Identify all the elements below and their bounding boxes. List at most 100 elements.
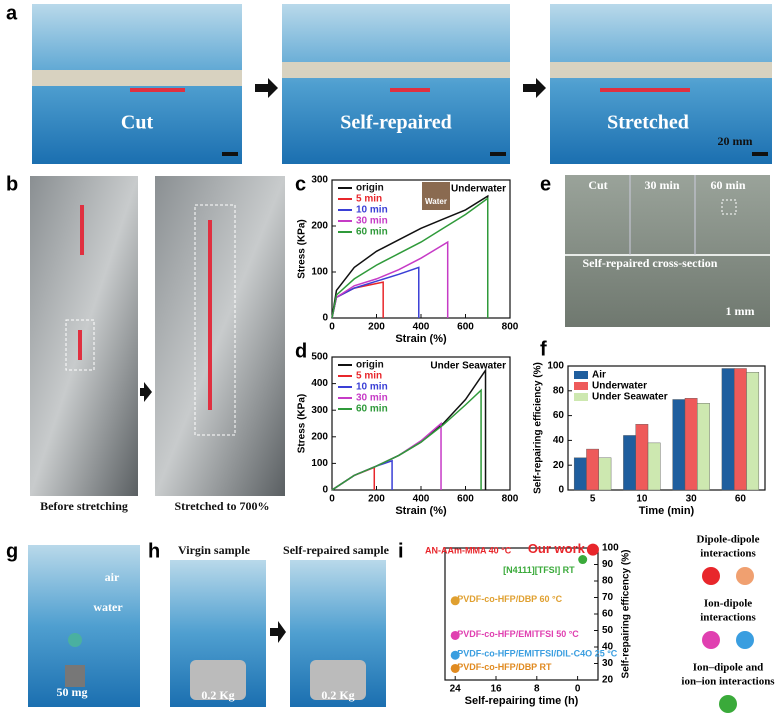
y-tick-label: 0 xyxy=(322,313,328,324)
y-tick-label: 500 xyxy=(311,352,328,363)
photo-label: Cut xyxy=(588,178,607,192)
legend-label: origin xyxy=(356,183,384,194)
line xyxy=(331,240,449,319)
photo-caption: Before stretching xyxy=(40,499,128,513)
photo-label: Cut xyxy=(121,112,154,134)
legend-swatch xyxy=(574,393,588,401)
y-axis-label: Self-repairing efficiency (%) xyxy=(533,362,544,494)
arrow xyxy=(523,78,546,98)
y-tick-label: 40 xyxy=(602,642,614,653)
panel-letter: a xyxy=(6,2,18,24)
point xyxy=(450,596,460,606)
photo-label: 60 min xyxy=(710,178,745,192)
panel-e: Cut 30 min 60 min Self-repaired cross-se… xyxy=(565,175,770,327)
legend-label: 5 min xyxy=(356,371,382,382)
legend-label: 10 min xyxy=(356,382,388,393)
y-tick-label: 300 xyxy=(311,405,328,416)
photo-caption: Virgin sample xyxy=(178,543,251,557)
legend-label: ion–ion interactions xyxy=(681,676,775,688)
panel-letter: i xyxy=(398,540,404,562)
y-axis-label: Self-repairing efficency (%) xyxy=(621,550,632,679)
sample xyxy=(78,330,82,360)
chart-subtitle: Underwater xyxy=(451,184,506,195)
bar xyxy=(598,457,612,491)
y-tick-label: 30 xyxy=(602,658,614,669)
y-tick-label: 20 xyxy=(553,460,565,471)
y-tick-label: 300 xyxy=(311,175,328,186)
x-tick-label: 400 xyxy=(413,494,430,505)
plot-frame xyxy=(567,365,766,491)
x-axis-label: Time (min) xyxy=(639,505,695,517)
bar xyxy=(623,435,636,491)
photo-label: Stretched xyxy=(607,112,689,134)
y-tick-label: 100 xyxy=(602,543,619,554)
y-tick-label: 60 xyxy=(553,410,565,421)
legend-label: 5 min xyxy=(356,194,382,205)
photo-label: air xyxy=(105,570,120,584)
photo-label: Self-repaired cross-section xyxy=(583,256,718,270)
legend-label: interactions xyxy=(700,548,756,560)
point-label: PVDF-co-HFP/EMITFSI 50 °C xyxy=(457,629,579,639)
photo-caption: Stretched to 700% xyxy=(174,499,269,513)
ruler xyxy=(32,70,242,86)
x-tick-label: 0 xyxy=(329,494,335,505)
scale-label: 20 mm xyxy=(718,134,753,148)
x-tick-label: 0 xyxy=(575,684,581,695)
x-tick-label: 800 xyxy=(502,494,519,505)
panel-letter: f xyxy=(540,338,547,360)
inset-photo xyxy=(422,182,450,210)
sample xyxy=(390,88,430,92)
legend-label: 30 min xyxy=(356,393,388,404)
photo-label: water xyxy=(93,600,123,614)
y-tick-label: 80 xyxy=(602,576,614,587)
x-tick-label: 400 xyxy=(413,322,430,333)
photo-label: 30 min xyxy=(644,178,679,192)
sample xyxy=(130,88,185,92)
y-tick-label: 20 xyxy=(602,675,614,686)
bar xyxy=(647,442,661,491)
y-tick-label: 200 xyxy=(311,431,328,442)
y-tick-label: 60 xyxy=(602,609,614,620)
point xyxy=(450,663,460,673)
photo-caption: Self-repaired sample xyxy=(283,543,390,557)
legend-marker xyxy=(736,631,754,649)
legend-label: 30 min xyxy=(356,216,388,227)
y-tick-label: 90 xyxy=(602,559,614,570)
x-tick-label: 8 xyxy=(534,684,540,695)
bar xyxy=(684,398,698,491)
legend-label: Under Seawater xyxy=(592,392,668,403)
photo xyxy=(155,176,285,496)
chart-subtitle: Under Seawater xyxy=(430,361,506,372)
panel-letter: c xyxy=(295,173,306,195)
point-label: [N4111][TFSI] RT xyxy=(503,565,575,575)
point xyxy=(578,555,588,565)
point xyxy=(450,650,460,660)
bar xyxy=(586,448,599,491)
legend-label: Underwater xyxy=(592,381,647,392)
legend-label: interactions xyxy=(700,612,756,624)
x-tick-label: 60 xyxy=(735,494,747,505)
x-axis-label: Strain (%) xyxy=(395,505,447,517)
x-tick-label: 600 xyxy=(457,322,474,333)
scale-bar xyxy=(490,152,506,156)
point-label: PVDF-co-HFP/DBP RT xyxy=(457,662,552,672)
line xyxy=(331,266,420,319)
arrow xyxy=(140,382,152,402)
y-tick-label: 50 xyxy=(602,625,614,636)
y-axis-label: Stress (KPa) xyxy=(297,394,308,453)
legend-label: 60 min xyxy=(356,404,388,415)
legend-label: 60 min xyxy=(356,227,388,238)
weight xyxy=(65,665,85,687)
panel-letter: b xyxy=(6,173,18,195)
x-tick-label: 200 xyxy=(368,494,385,505)
panel-g: air water 50 mg xyxy=(28,545,140,707)
bar xyxy=(697,403,710,491)
scale-bar xyxy=(222,152,238,156)
point-label: PVDF-co-HFP/DBP 60 °C xyxy=(457,594,562,604)
photo xyxy=(282,4,510,164)
x-tick-label: 10 xyxy=(636,494,648,505)
highlight xyxy=(721,199,737,215)
panel-letter: g xyxy=(6,540,18,562)
x-tick-label: 24 xyxy=(450,684,462,695)
